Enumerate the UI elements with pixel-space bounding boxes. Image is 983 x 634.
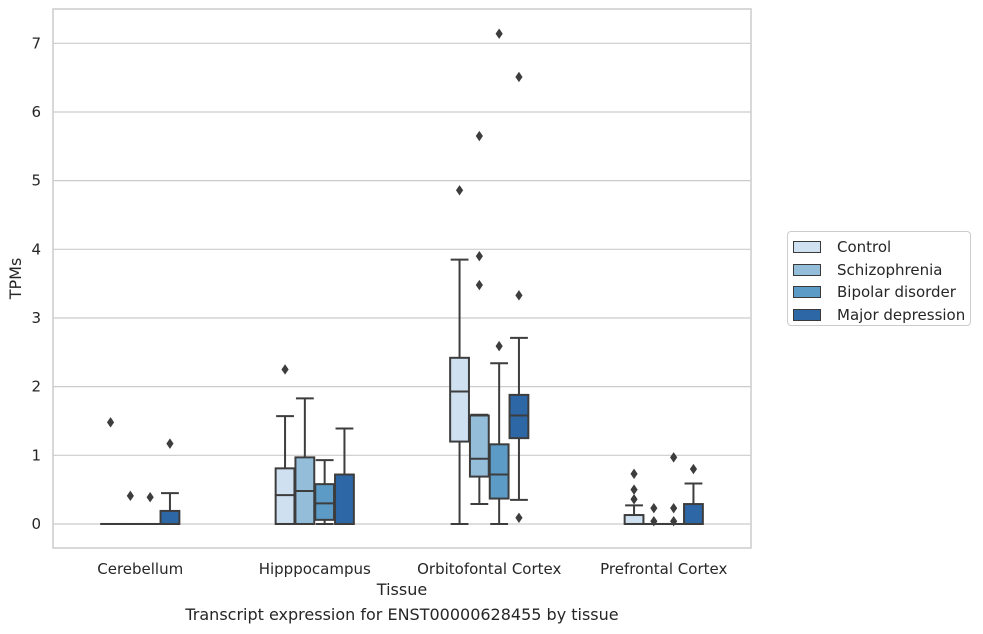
legend-swatch-major-depression [793, 308, 821, 321]
outlier-point [475, 250, 483, 262]
legend-label-control: Control [837, 238, 892, 257]
box-control [274, 364, 296, 525]
legend: Control Schizophrenia Bipolar disorder M… [787, 231, 971, 326]
y-tick-label: 2 [31, 378, 41, 396]
tick-labels: 0 1 2 3 4 5 6 7 Cerebellum Hipppocampus Orbitofont… [31, 34, 727, 578]
box-body [274, 467, 296, 525]
outlier-point [106, 417, 115, 428]
y-tick-label: 1 [31, 446, 41, 464]
y-tick-label: 5 [31, 172, 41, 190]
outlier-point [689, 463, 698, 475]
plot-frame [52, 8, 752, 549]
outlier-point [475, 279, 483, 291]
y-tick-label: 4 [31, 240, 41, 258]
legend-label-bipolar-disorder: Bipolar disorder [837, 283, 956, 302]
box-control [449, 185, 470, 525]
box-body [488, 443, 510, 500]
outlier-point [670, 516, 678, 527]
chart-caption: Transcript expression for ENST0000062845… [185, 605, 619, 624]
box-major-depression [508, 71, 530, 523]
box-schizophrenia [643, 502, 665, 527]
outlier-point [630, 484, 638, 495]
outlier-point [475, 130, 483, 142]
box-bipolar-disorder [488, 28, 510, 525]
outlier-point [146, 491, 154, 503]
legend-swatch-schizophrenia [793, 263, 821, 276]
outlier-point [630, 468, 638, 480]
x-tick-label: Hipppocampus [259, 560, 371, 578]
x-tick-label: Cerebellum [97, 560, 183, 578]
outlier-point [650, 516, 658, 527]
outlier-point [670, 452, 678, 463]
box-bipolar-disorder [139, 491, 161, 525]
outlier-point [495, 340, 503, 352]
box-schizophrenia [119, 490, 141, 525]
box-body [314, 483, 336, 521]
outlier-point [495, 28, 503, 39]
legend-label-major-depression: Major depression [837, 305, 966, 324]
x-tick-label: Prefrontal Cortex [600, 560, 727, 578]
outlier-point [630, 494, 638, 505]
outlier-point [515, 512, 523, 523]
grid-lines [53, 42, 751, 525]
box-body [683, 503, 704, 525]
box-major-depression [159, 438, 181, 525]
y-tick-label: 3 [31, 309, 41, 327]
box-body [468, 414, 490, 478]
outlier-point [166, 438, 174, 449]
box-body [334, 473, 355, 525]
y-tick-label: 0 [31, 515, 41, 533]
box-control [623, 468, 645, 525]
legend-item-schizophrenia: Schizophrenia [793, 259, 970, 282]
legend-item-major-depression: Major depression [793, 304, 970, 327]
x-axis-label: Tissue [376, 580, 427, 599]
outlier-point [670, 502, 678, 514]
y-tick-label: 7 [31, 34, 41, 52]
outlier-point [650, 502, 658, 514]
y-axis-label: TPMs [6, 258, 25, 301]
x-tick-label: Orbitofontal Cortex [417, 560, 561, 578]
legend-item-control: Control [793, 236, 970, 259]
box-body [449, 356, 470, 443]
outlier-point [515, 290, 523, 301]
box-body [508, 393, 530, 440]
y-tick-label: 6 [31, 103, 41, 121]
box-control [100, 417, 121, 525]
legend-label-schizophrenia: Schizophrenia [837, 260, 943, 279]
box-major-depression [683, 463, 704, 525]
box-bipolar-disorder [314, 459, 336, 525]
legend-swatch-bipolar-disorder [793, 286, 821, 299]
legend-item-bipolar-disorder: Bipolar disorder [793, 281, 970, 304]
outlier-point [126, 490, 134, 502]
outlier-point [455, 185, 464, 196]
outlier-point [281, 364, 289, 375]
box-bipolar-disorder [663, 452, 685, 527]
boxes-layer [100, 28, 704, 527]
legend-swatch-control [793, 241, 821, 254]
box-body [623, 514, 645, 525]
outlier-point [515, 71, 523, 83]
box-major-depression [334, 427, 355, 525]
box-schizophrenia [294, 397, 316, 525]
box-body [159, 509, 181, 525]
